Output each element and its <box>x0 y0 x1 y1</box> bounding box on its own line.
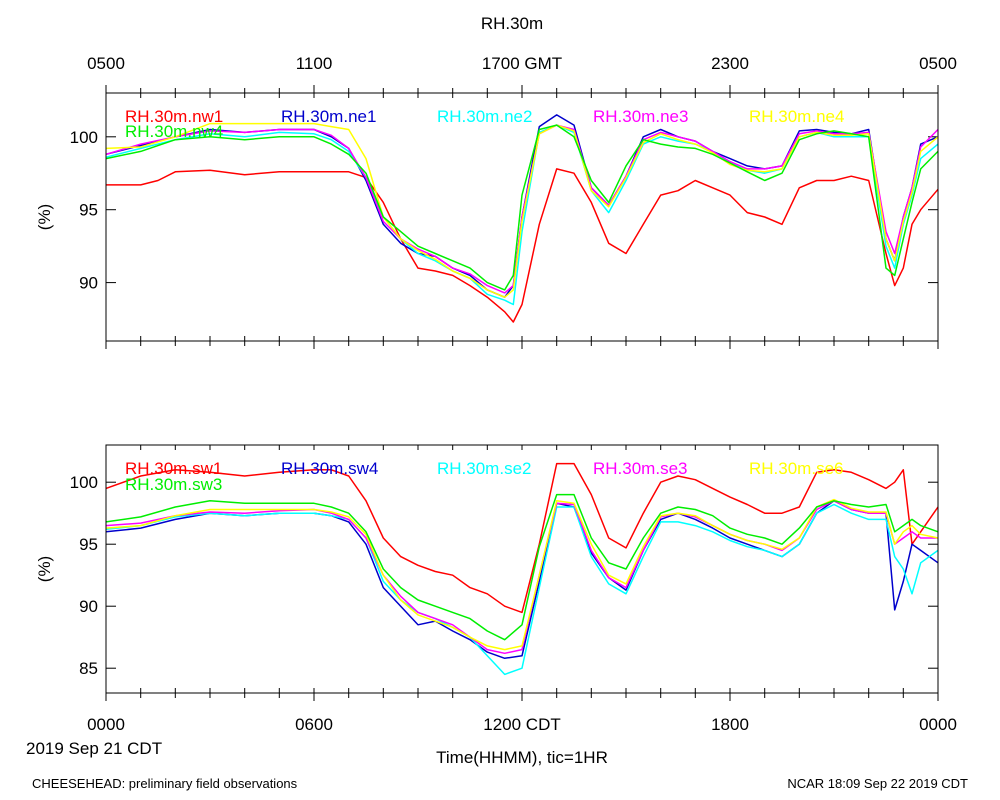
series-line-rh-30m-nw4 <box>105 124 939 291</box>
y-tick-label: 100 <box>70 128 98 147</box>
legend-se2: RH.30m.se2 <box>437 459 531 478</box>
series-line-rh-30m-sw4 <box>105 500 939 660</box>
panel-bottom-ticks <box>105 445 939 701</box>
legend-nw1: RH.30m.nw1 <box>125 107 223 126</box>
bottom-tick-label: 0000 <box>87 715 125 734</box>
top-tick-label: 1700 GMT <box>482 54 562 73</box>
panel-bottom: 85 90 95 100 (%) RH.30m.sw1 RH.30m.sw4 RH.3… <box>35 444 939 701</box>
panel-top-frame <box>105 92 939 342</box>
panel-bottom-legend: RH.30m.sw1 RH.30m.sw4 RH.30m.se2 RH.30m.… <box>125 459 843 494</box>
panel-top-ylabel: (%) <box>35 204 54 230</box>
legend-nw4: RH.30m.nw4 <box>125 122 223 141</box>
panel-bottom-y-tick-labels: 85 90 95 100 <box>70 473 98 678</box>
series-line-rh-30m-ne1 <box>105 114 939 298</box>
panel-bottom-ylabel: (%) <box>35 556 54 582</box>
bottom-tick-label: 0000 <box>919 715 957 734</box>
bottom-tick-label: 1800 <box>711 715 749 734</box>
legend-sw4: RH.30m.sw4 <box>281 459 378 478</box>
legend-ne3: RH.30m.ne3 <box>593 107 688 126</box>
series-line-rh-30m-se6 <box>105 498 939 651</box>
y-tick-label: 95 <box>79 201 98 220</box>
top-tick-label: 1100 <box>296 54 333 73</box>
panel-top-series <box>105 114 939 323</box>
series-line-rh-30m-sw3 <box>105 493 939 641</box>
bottom-tick-label: 1200 CDT <box>483 715 560 734</box>
date-label: 2019 Sep 21 CDT <box>26 739 162 758</box>
panel-top-legend: RH.30m.nw1 RH.30m.ne1 RH.30m.ne2 RH.30m.… <box>125 107 844 141</box>
panel-top-y-tick-labels: 90 95 100 <box>70 128 98 293</box>
panel-top-ticks <box>105 85 939 349</box>
panel-bottom-series <box>105 462 939 676</box>
legend-se3: RH.30m.se3 <box>593 459 687 478</box>
top-axis: 0500 1100 1700 GMT 2300 0500 <box>87 54 957 73</box>
x-axis-label: Time(HHMM), tic=1HR <box>436 748 608 767</box>
y-tick-label: 90 <box>79 597 98 616</box>
bottom-axis: 0000 0600 1200 CDT 1800 0000 <box>87 715 957 734</box>
legend-sw1: RH.30m.sw1 <box>125 459 222 478</box>
series-line-rh-30m-se2 <box>105 503 939 676</box>
footer-right: NCAR 18:09 Sep 22 2019 CDT <box>787 776 968 791</box>
legend-ne2: RH.30m.ne2 <box>437 107 532 126</box>
legend-se6: RH.30m.se6 <box>749 459 843 478</box>
y-tick-label: 95 <box>79 535 98 554</box>
bottom-tick-label: 0600 <box>295 715 333 734</box>
y-tick-label: 100 <box>70 473 98 492</box>
legend-ne1: RH.30m.ne1 <box>281 107 376 126</box>
series-line-rh-30m-se3 <box>105 500 938 655</box>
chart-title: RH.30m <box>481 14 543 33</box>
series-line-rh-30m-ne4 <box>105 122 939 298</box>
legend-sw3: RH.30m.sw3 <box>125 475 222 494</box>
top-tick-label: 2300 <box>711 54 749 73</box>
panel-top: 90 95 100 (%) RH.30m.nw1 RH.30m.ne1 RH.30m… <box>35 85 939 349</box>
top-tick-label: 0500 <box>87 54 125 73</box>
legend-ne4: RH.30m.ne4 <box>749 107 844 126</box>
series-line-rh-30m-nw1 <box>106 168 939 323</box>
y-tick-label: 90 <box>79 274 98 293</box>
y-tick-label: 85 <box>79 659 98 678</box>
footer-left: CHEESEHEAD: preliminary field observatio… <box>32 776 298 791</box>
series-line-rh-30m-sw1 <box>105 462 939 614</box>
panel-bottom-frame <box>105 444 939 694</box>
series-line-rh-30m-ne3 <box>105 124 939 294</box>
top-tick-label: 0500 <box>919 54 957 73</box>
